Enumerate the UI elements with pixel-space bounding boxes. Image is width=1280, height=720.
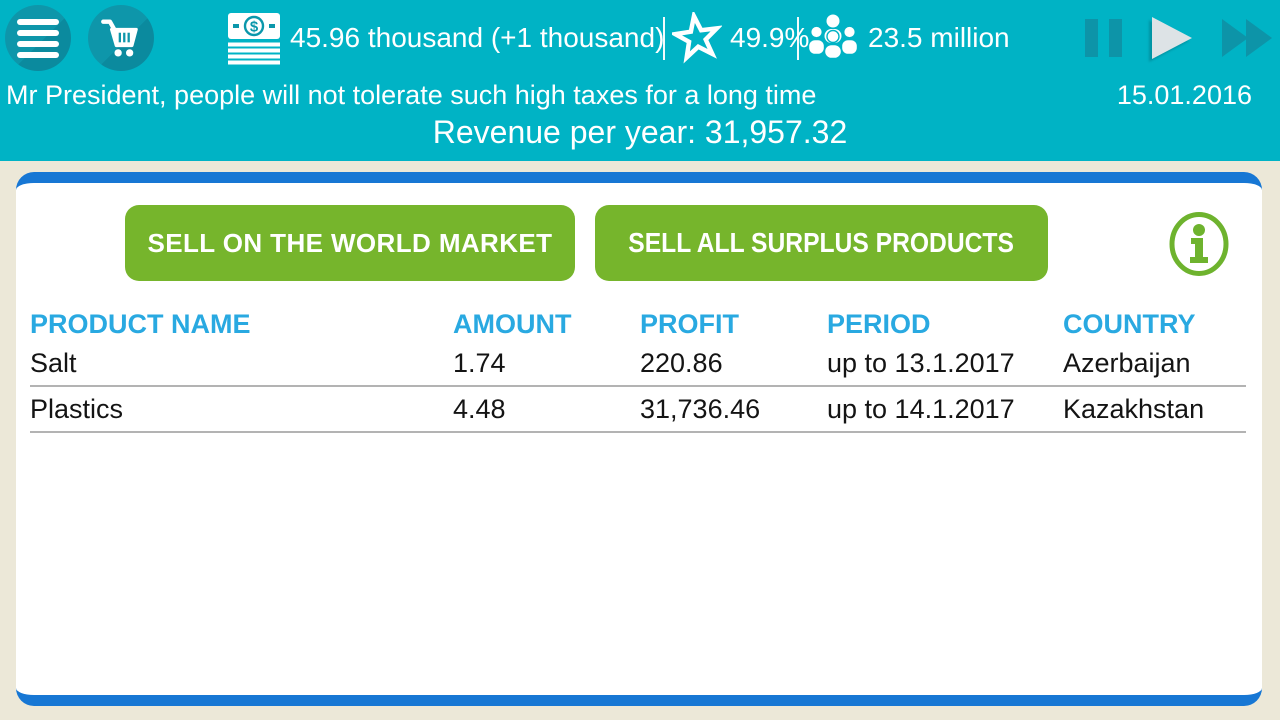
pause-button[interactable] [1085,19,1122,57]
cell-country: Azerbaijan [1063,347,1191,378]
time-controls [1085,0,1272,76]
cell-product-name: Salt [30,347,77,378]
shop-button[interactable] [88,5,154,71]
svg-text:$: $ [250,19,259,36]
cell-period: up to 14.1.2017 [827,393,1015,424]
revenue-per-year: Revenue per year: 31,957.32 [432,114,848,150]
shopping-cart-icon [101,19,138,57]
star-icon [672,12,722,64]
stat-divider [797,17,799,60]
hamburger-menu-icon [17,18,59,58]
cell-amount: 4.48 [453,393,506,424]
fast-forward-icon [1222,19,1272,57]
play-button[interactable] [1152,17,1192,59]
ticker-row: Mr President, people will not tolerate s… [0,76,1280,114]
col-amount: AMOUNT [453,308,572,339]
cell-product-name: Plastics [30,393,124,424]
population-value: 23.5 million [868,22,1010,53]
table-row[interactable]: Plastics 4.48 31,736.46 up to 14.1.2017 … [30,387,1246,433]
info-button[interactable] [1168,211,1230,277]
top-bar: $ 45.96 thousand (+1 thousand) 49.9% [0,0,1280,76]
info-icon [1169,212,1229,276]
menu-button[interactable] [5,5,71,71]
stat-divider [663,17,665,60]
advisor-message: Mr President, people will not tolerate s… [6,79,817,110]
col-country: COUNTRY [1063,308,1196,339]
cell-amount: 1.74 [453,347,506,378]
money-stat: $ 45.96 thousand (+1 thousand) [226,0,664,76]
market-panel: SELL ON THE WORLD MARKET SELL ALL SURPLU… [16,172,1262,706]
market-actions: SELL ON THE WORLD MARKET SELL ALL SURPLU… [16,183,1262,281]
money-icon: $ [228,13,280,65]
approval-stat: 49.9% [672,0,809,76]
approval-value: 49.9% [730,22,810,53]
sell-world-market-label: SELL ON THE WORLD MARKET [147,227,553,258]
col-product-name: PRODUCT NAME [30,308,251,339]
population-stat: 23.5 million [806,0,1010,76]
col-profit: PROFIT [640,308,739,339]
contracts-table: PRODUCT NAME AMOUNT PROFIT PERIOD COUNTR… [30,307,1246,433]
game-date: 15.01.2016 [1116,79,1252,110]
pause-icon [1085,19,1122,57]
play-icon [1152,17,1192,59]
sell-world-market-button[interactable]: SELL ON THE WORLD MARKET [125,205,575,281]
money-value: 45.96 thousand (+1 thousand) [290,22,665,53]
top-header: $ 45.96 thousand (+1 thousand) 49.9% [0,0,1280,161]
fast-forward-button[interactable] [1222,19,1272,57]
cell-period: up to 13.1.2017 [827,347,1015,378]
col-period: PERIOD [827,308,931,339]
table-row[interactable]: Salt 1.74 220.86 up to 13.1.2017 Azerbai… [30,341,1246,387]
cell-profit: 31,736.46 [640,393,761,424]
sell-all-surplus-label: SELL ALL SURPLUS PRODUCTS [628,227,1015,258]
cell-profit: 220.86 [640,347,723,378]
cell-country: Kazakhstan [1063,393,1205,424]
table-header-row: PRODUCT NAME AMOUNT PROFIT PERIOD COUNTR… [30,307,1246,341]
revenue-row: Revenue per year: 31,957.32 [0,114,1280,161]
sell-all-surplus-button[interactable]: SELL ALL SURPLUS PRODUCTS [595,205,1048,281]
population-icon [807,14,859,60]
